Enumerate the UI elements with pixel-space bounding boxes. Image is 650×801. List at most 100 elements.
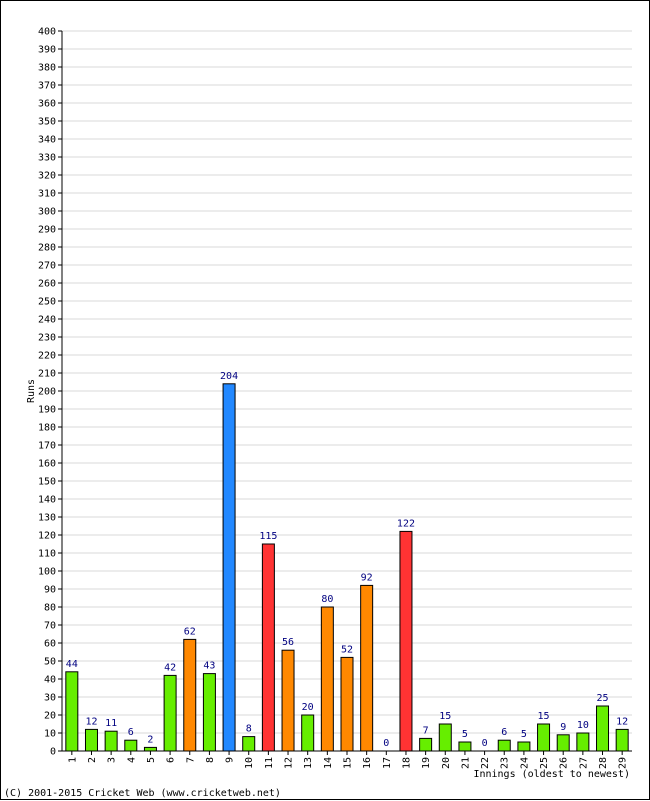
bar	[261, 543, 275, 752]
x-tick-labels: 1 2 3 4 5 6 7 8 9 10 11 12 13 14 15 16 17 18 19 20 21 22 23 24 2…	[67, 757, 628, 769]
y-tick-label: 80	[44, 603, 56, 614]
data-label: 9	[560, 722, 566, 733]
bar	[143, 746, 157, 752]
y-tick-labels: 0 10 20 30 40 50 60 70 80 90 100 110 120 130 140 150 160…	[38, 27, 56, 758]
x-axis-label: Innings (oldest to newest)	[473, 769, 630, 780]
copyright-footer: (C) 2001-2015 Cricket Web (www.cricketwe…	[4, 788, 281, 799]
data-label: 2	[147, 734, 153, 745]
y-tick-label: 10	[44, 729, 56, 740]
y-tick-label: 350	[38, 117, 56, 128]
x-tick-label: 14	[323, 757, 334, 769]
data-label: 12	[616, 716, 628, 727]
x-tick-label: 29	[618, 757, 629, 769]
x-tick-label: 2	[87, 757, 98, 763]
x-tick-label: 22	[480, 757, 491, 769]
bar	[537, 723, 551, 752]
y-tick-label: 160	[38, 459, 56, 470]
bar	[458, 741, 472, 752]
data-label: 0	[482, 738, 488, 749]
y-tick-label: 240	[38, 315, 56, 326]
x-tick-label: 28	[598, 757, 609, 769]
y-tick-label: 310	[38, 189, 56, 200]
data-label: 8	[246, 724, 252, 735]
bar	[222, 383, 236, 752]
y-tick-label: 340	[38, 135, 56, 146]
bar	[556, 734, 570, 752]
bar	[301, 714, 315, 752]
data-label: 92	[361, 572, 373, 583]
bar	[202, 673, 216, 752]
y-tick-label: 90	[44, 585, 56, 596]
x-tick-label: 8	[205, 757, 216, 763]
y-tick-label: 290	[38, 225, 56, 236]
y-tick-label: 40	[44, 675, 56, 686]
x-tick-label: 3	[107, 757, 118, 763]
y-tick-label: 60	[44, 639, 56, 650]
y-tick-label: 250	[38, 297, 56, 308]
bar	[104, 730, 118, 752]
y-tick-label: 70	[44, 621, 56, 632]
y-tick-label: 210	[38, 369, 56, 380]
bar	[497, 739, 511, 752]
x-tick-label: 27	[578, 757, 589, 769]
x-tick-label: 19	[421, 757, 432, 769]
x-tick-label: 7	[185, 757, 196, 763]
data-label: 122	[397, 518, 415, 529]
x-tick-label: 21	[460, 757, 471, 769]
data-label: 12	[85, 716, 97, 727]
y-tick-label: 110	[38, 549, 56, 560]
x-tick-label: 11	[264, 757, 275, 769]
data-label: 20	[302, 702, 314, 713]
y-tick-label: 120	[38, 531, 56, 542]
data-label: 42	[164, 662, 176, 673]
data-label: 11	[105, 718, 117, 729]
bar	[576, 732, 590, 752]
x-tick-label: 12	[284, 757, 295, 769]
y-tick-label: 360	[38, 99, 56, 110]
x-tick-label: 20	[441, 757, 452, 769]
bar	[517, 741, 531, 752]
x-tick-label: 4	[126, 757, 137, 763]
y-tick-label: 330	[38, 153, 56, 164]
x-tick-label: 24	[519, 757, 530, 769]
bar	[615, 728, 629, 752]
data-label: 25	[596, 693, 608, 704]
y-axis-label: Runs	[26, 379, 37, 403]
data-label: 5	[462, 729, 468, 740]
y-tick-label: 180	[38, 423, 56, 434]
y-tick-label: 260	[38, 279, 56, 290]
x-tick-label: 16	[362, 757, 373, 769]
bar	[438, 723, 452, 752]
x-tick-label: 25	[539, 757, 550, 769]
x-tick-label: 13	[303, 757, 314, 769]
data-label: 43	[203, 661, 215, 672]
y-tick-label: 380	[38, 63, 56, 74]
data-label: 15	[439, 711, 451, 722]
y-tick-label: 30	[44, 693, 56, 704]
y-tick-label: 220	[38, 351, 56, 362]
y-tick-label: 370	[38, 81, 56, 92]
x-tick-label: 9	[225, 757, 236, 763]
data-label: 7	[423, 725, 429, 736]
bar	[399, 530, 413, 752]
y-tick-label: 140	[38, 495, 56, 506]
y-tick-label: 190	[38, 405, 56, 416]
data-label: 80	[321, 594, 333, 605]
bar	[84, 728, 98, 752]
bar	[596, 705, 610, 752]
bar	[183, 638, 197, 752]
y-tick-label: 280	[38, 243, 56, 254]
bar	[340, 656, 354, 752]
x-tick-label: 26	[559, 757, 570, 769]
x-tick-label: 10	[244, 757, 255, 769]
bar	[419, 737, 433, 752]
data-label: 0	[383, 738, 389, 749]
y-tick-label: 200	[38, 387, 56, 398]
x-tick-label: 15	[343, 757, 354, 769]
data-label: 115	[259, 531, 277, 542]
y-tick-label: 400	[38, 27, 56, 38]
y-tick-label: 130	[38, 513, 56, 524]
bars	[65, 383, 629, 752]
